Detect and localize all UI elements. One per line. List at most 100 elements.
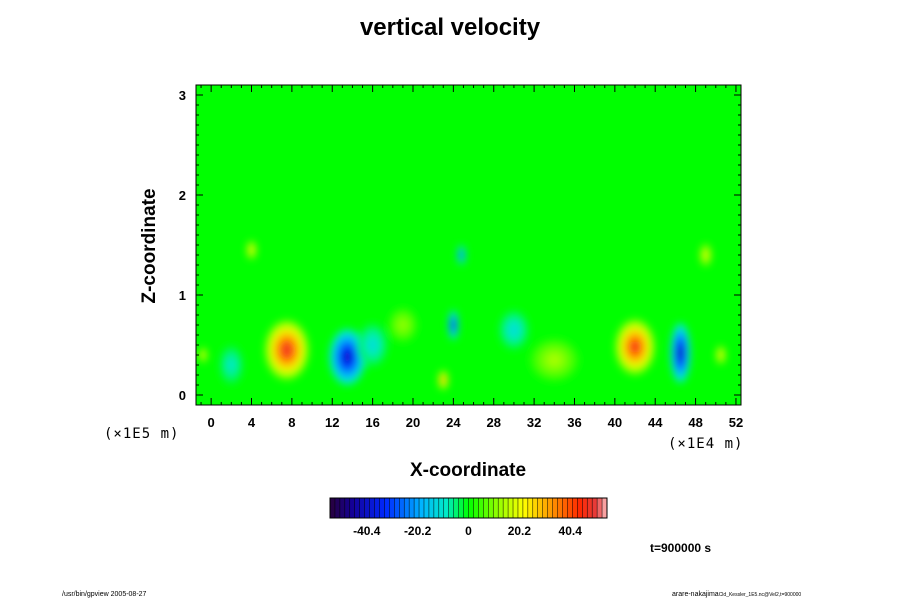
x-tick-label: 4 — [248, 415, 256, 430]
colorbar-cell — [527, 498, 534, 518]
field-feature — [250, 248, 253, 252]
colorbar-cell — [359, 498, 365, 518]
y-tick-label: 2 — [179, 188, 186, 203]
field-feature — [510, 326, 517, 334]
field-feature — [460, 253, 463, 257]
field-feature — [369, 340, 376, 350]
colorbar-cell — [493, 498, 499, 518]
colorbar-cell — [522, 498, 529, 518]
time-label: t=900000 s — [650, 541, 712, 555]
colorbar-cell — [542, 498, 548, 518]
x-tick-label: 8 — [288, 415, 295, 430]
y-axis: 0 1 2 3 — [179, 88, 741, 403]
colorbar-cell — [409, 498, 415, 518]
colorbar-cell — [379, 498, 385, 518]
colorbar-cell — [419, 498, 425, 518]
colorbar-cell — [389, 498, 395, 518]
colorbar-cell — [334, 498, 341, 518]
field-feature — [630, 341, 640, 353]
colorbar-cell — [438, 498, 445, 518]
x-axis: 0 4 8 12 16 20 24 28 32 36 40 44 48 52 — [200, 85, 743, 430]
colorbar-tick-label: -20.2 — [404, 524, 432, 538]
colorbar-tick-label: 40.4 — [559, 524, 583, 538]
colorbar-cell — [394, 498, 400, 518]
x-unit-label: (×1E4 m) — [668, 436, 744, 452]
colorbar-cell — [428, 498, 435, 518]
colorbar-cell — [513, 498, 519, 518]
y-tick-label: 0 — [179, 388, 186, 403]
colorbar-tick-label: -40.4 — [353, 524, 381, 538]
x-tick-label: 40 — [608, 415, 622, 430]
colorbar-cell — [547, 498, 553, 518]
field-feature — [399, 321, 406, 329]
y-tick-label: 3 — [179, 88, 186, 103]
field-feature — [678, 347, 683, 359]
heatmap-field — [196, 85, 741, 405]
colorbar-cell — [582, 498, 588, 518]
colorbar-frame — [329, 497, 608, 519]
colorbar-cell — [399, 498, 405, 518]
footer-right-small: Cld_Kessler_1E5.nc@Vel2,t=900000 — [718, 592, 802, 598]
colorbar-cell — [508, 498, 514, 518]
field-feature — [282, 344, 292, 356]
x-tick-label: 52 — [729, 415, 743, 430]
colorbar-cell — [448, 498, 454, 518]
colorbar-cell — [577, 498, 583, 518]
colorbar-cell — [503, 498, 509, 518]
x-tick-label: 36 — [567, 415, 581, 430]
colorbar-cell — [562, 498, 568, 518]
colorbar-cell — [498, 498, 504, 518]
colorbar-cell — [423, 498, 430, 518]
z-unit-label: (×1E5 m) — [104, 426, 180, 442]
x-tick-label: 32 — [527, 415, 541, 430]
colorbar-cell — [369, 498, 375, 518]
chart-title: vertical velocity — [359, 14, 541, 41]
colorbar-cell — [364, 498, 370, 518]
colorbar-cell — [330, 498, 336, 518]
colorbar-cell — [354, 498, 360, 518]
colorbar-tick-label: 0 — [465, 524, 472, 538]
colorbar-cell — [572, 498, 578, 518]
x-tick-label: 24 — [446, 415, 461, 430]
footer-right: arare-nakajimaCld_Kessler_1E5.nc@Vel2,t=… — [672, 591, 801, 598]
x-tick-label: 0 — [208, 415, 215, 430]
colorbar-cell — [433, 498, 440, 518]
x-axis-label: X-coordinate — [409, 460, 527, 481]
colorbar-tick-label: 20.2 — [508, 524, 532, 538]
field-feature — [202, 353, 204, 357]
x-tick-label: 28 — [486, 415, 500, 430]
colorbar: -40.4 -20.2 0 20.2 40.4 — [329, 497, 608, 538]
field-feature — [704, 252, 707, 258]
colorbar-cell — [458, 498, 464, 518]
field-feature — [343, 351, 352, 363]
field-feature — [719, 353, 722, 357]
colorbar-cell — [592, 498, 598, 518]
x-tick-label: 20 — [406, 415, 420, 430]
colorbar-cell — [537, 498, 543, 518]
x-tick-label: 44 — [648, 415, 663, 430]
colorbar-cell — [374, 498, 380, 518]
footer-right-main: arare-nakajima — [672, 591, 719, 598]
x-tick-label: 12 — [325, 415, 339, 430]
colorbar-cell — [532, 498, 539, 518]
colorbar-cell — [339, 498, 346, 518]
colorbar-cell — [463, 498, 469, 518]
y-tick-label: 1 — [179, 288, 186, 303]
colorbar-cell — [488, 498, 494, 518]
field-feature — [442, 378, 445, 382]
colorbar-cell — [478, 498, 484, 518]
colorbar-cell — [344, 498, 351, 518]
colorbar-cell — [597, 498, 603, 518]
footer-left: /usr/bin/gpview 2005-08-27 — [62, 591, 147, 598]
x-tick-label: 48 — [688, 415, 702, 430]
colorbar-cell — [468, 498, 474, 518]
colorbar-cell — [453, 498, 459, 518]
field-features — [199, 240, 726, 390]
colorbar-cell — [414, 498, 420, 518]
field-feature — [549, 355, 560, 365]
field-feature — [452, 322, 455, 328]
colorbar-cell — [567, 498, 573, 518]
colorbar-cell — [384, 498, 390, 518]
colorbar-cell — [483, 498, 489, 518]
